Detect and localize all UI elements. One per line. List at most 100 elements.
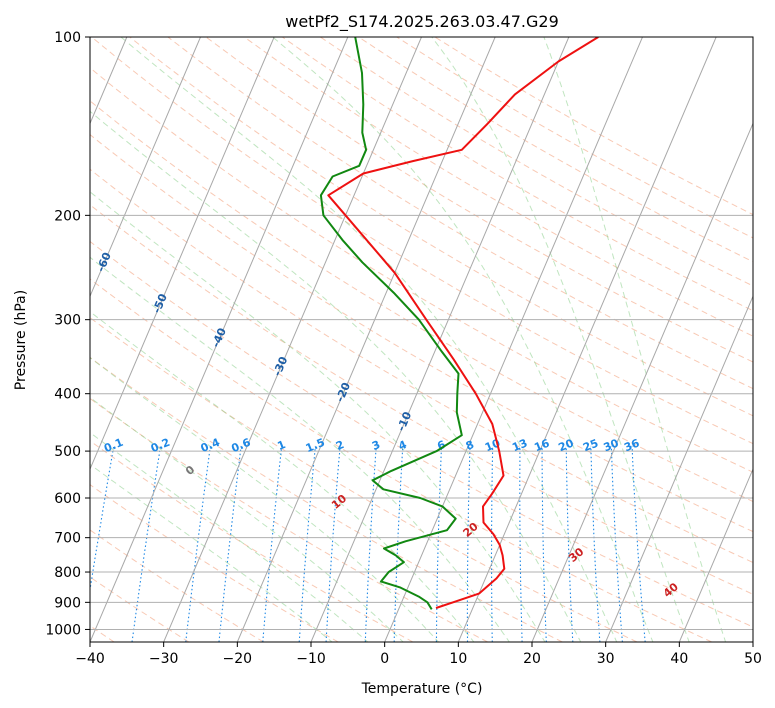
mixing-ratio-labels: 0.1 0.2 0.4 0.6 1 1.5 2 3 4 6 8 10 13 16 20 25 30 36 xyxy=(102,436,642,456)
y-tick-label: 300 xyxy=(54,313,81,329)
isotherm-line xyxy=(163,37,422,642)
y-tick-label: 400 xyxy=(54,387,81,403)
x-axis: −40 −30 −20 −10 0 10 20 30 40 50 xyxy=(75,642,762,667)
isotherm-line xyxy=(678,467,753,642)
dry-adiabat-line xyxy=(90,317,638,642)
x-axis-label: Temperature (°C) xyxy=(361,681,483,697)
mixing-ratio-line xyxy=(325,445,341,642)
x-tick-label: −40 xyxy=(75,651,105,667)
mixing-ratio-line xyxy=(631,445,646,642)
moist-adiabat-label: 10 xyxy=(329,492,349,512)
mixing-ratio-label: 16 xyxy=(532,436,551,454)
isotherm-label-m30: -30 xyxy=(271,354,291,378)
moist-adiabat-label: 0 xyxy=(183,463,197,478)
mixing-ratio-label: 0.6 xyxy=(230,436,253,455)
temperature-line xyxy=(327,37,599,609)
x-tick-label: −20 xyxy=(223,651,253,667)
moist-adiabat-line xyxy=(90,357,440,642)
dry-adiabat-line xyxy=(282,37,753,312)
mixing-ratio-label: 36 xyxy=(622,436,641,454)
dry-adiabat-line xyxy=(167,37,753,390)
isotherm-line xyxy=(90,37,275,471)
moist-adiabat-line xyxy=(431,37,690,642)
x-tick-label: −10 xyxy=(296,651,326,667)
mixing-ratio-line xyxy=(565,445,574,642)
isotherm-label-m60: -60 xyxy=(94,250,114,274)
dry-adiabat-line xyxy=(91,37,753,445)
mixing-ratio-label: 3 xyxy=(370,438,382,453)
isotherm-line xyxy=(236,37,496,642)
isotherm-line xyxy=(384,37,643,642)
mixing-ratio-line xyxy=(218,445,242,642)
isotherm-line xyxy=(605,295,753,642)
moist-adiabat-line xyxy=(90,191,546,642)
mixing-ratio-line xyxy=(435,445,443,642)
mixing-ratio-label: 0.1 xyxy=(102,436,125,455)
y-tick-label: 800 xyxy=(54,565,81,581)
x-tick-label: 10 xyxy=(449,651,467,667)
isotherm-label-m40: -40 xyxy=(209,326,229,350)
mixing-ratio-line xyxy=(541,445,547,642)
mixing-ratio-label: 2 xyxy=(334,438,346,453)
x-tick-label: 50 xyxy=(744,651,762,667)
mixing-ratio-line xyxy=(262,445,283,642)
y-tick-label: 500 xyxy=(54,444,81,460)
dry-adiabat-line xyxy=(90,484,339,642)
y-tick-label: 600 xyxy=(54,491,81,507)
x-tick-label: 30 xyxy=(597,651,615,667)
x-tick-label: 0 xyxy=(380,651,389,667)
mixing-ratio-label: 25 xyxy=(581,437,600,455)
y-axis: 100 200 300 400 500 600 700 800 900 1000 xyxy=(45,30,90,638)
dewpoint-line xyxy=(319,37,463,610)
dry-adiabat-line xyxy=(434,37,753,216)
mixing-ratio-line xyxy=(298,445,316,642)
isotherm-label-m50: -50 xyxy=(150,292,170,316)
y-tick-label: 200 xyxy=(54,208,81,224)
moist-adiabat-line xyxy=(90,311,475,642)
isotherm-line xyxy=(457,37,717,642)
dry-adiabat-line xyxy=(90,168,753,564)
mixing-ratio-line xyxy=(185,445,211,642)
dry-adiabat-line xyxy=(90,356,563,642)
isotherm-line xyxy=(531,122,753,642)
y-tick-label: 700 xyxy=(54,531,81,547)
moist-adiabat-label: 20 xyxy=(461,520,481,540)
mixing-ratio-line xyxy=(131,445,162,642)
moist-adiabat-line xyxy=(90,463,333,642)
x-tick-label: 40 xyxy=(670,651,688,667)
mixing-ratio-line xyxy=(519,445,523,642)
mixing-ratio-label: 30 xyxy=(602,436,621,454)
moist-adiabat-line xyxy=(90,110,582,642)
x-tick-label: −30 xyxy=(149,651,179,667)
moist-adiabat-line xyxy=(120,37,618,642)
dry-adiabat-line xyxy=(90,204,753,595)
mixing-ratio-line xyxy=(490,445,494,642)
isotherm-line xyxy=(90,37,349,642)
moist-adiabat-line xyxy=(90,431,369,642)
y-axis-label: Pressure (hPa) xyxy=(13,290,29,390)
plot-frame xyxy=(89,36,754,643)
y-tick-label: 100 xyxy=(54,30,81,46)
isotherm-line xyxy=(90,37,201,298)
dry-adiabat-line xyxy=(90,133,753,533)
dry-adiabat-line xyxy=(129,37,753,417)
dry-adiabat-line xyxy=(90,240,753,628)
mixing-ratio-line xyxy=(610,445,623,642)
dry-adiabat-line xyxy=(90,397,488,642)
dry-adiabat-line xyxy=(90,100,753,503)
dry-adiabat-line xyxy=(90,278,712,642)
x-tick-label: 20 xyxy=(523,651,541,667)
isotherm-label-m10: -10 xyxy=(395,410,415,434)
dry-adiabat-line xyxy=(358,37,753,263)
y-tick-label: 1000 xyxy=(45,622,81,638)
dry-adiabat-line xyxy=(90,440,414,642)
mixing-ratio-label: 0.2 xyxy=(149,436,172,455)
moist-adiabat-line xyxy=(271,37,654,642)
mixing-ratio-line xyxy=(364,445,377,642)
mixing-ratio-label: 1 xyxy=(276,438,288,453)
moist-adiabat-label: 40 xyxy=(661,580,681,600)
isotherm-label-m80: -80 xyxy=(0,129,18,153)
mixing-ratio-line xyxy=(90,445,115,594)
mixing-ratio-label: 20 xyxy=(557,436,576,454)
